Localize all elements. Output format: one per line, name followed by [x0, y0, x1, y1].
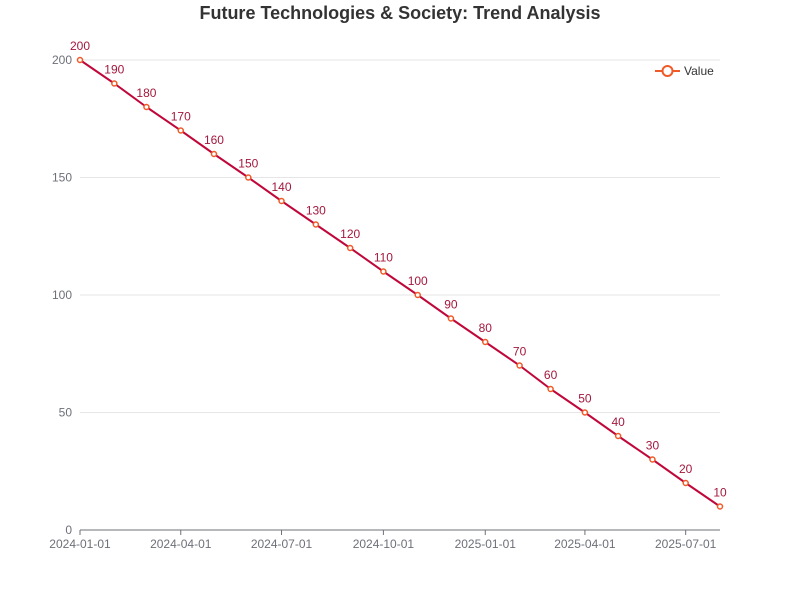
data-label: 190 [104, 63, 124, 77]
data-point [312, 221, 320, 228]
series-layer [76, 56, 724, 510]
legend-marker-icon [661, 65, 674, 77]
series-line [79, 59, 721, 508]
data-point [547, 385, 554, 393]
axes: 0 50 100 150 200 2024-01-01 2024-04-01 2024-07-… [49, 53, 720, 551]
y-tick-label: 50 [59, 406, 73, 420]
y-tick-label: 200 [52, 53, 72, 67]
x-tick-label: 2024-07-01 [251, 537, 313, 551]
data-point [614, 432, 622, 440]
data-label: 110 [374, 251, 393, 265]
x-tick-label: 2024-01-01 [49, 537, 111, 551]
data-label: 180 [136, 86, 156, 100]
data-point [380, 268, 387, 275]
data-point [716, 503, 724, 510]
data-label: 170 [171, 110, 191, 124]
data-point [346, 244, 354, 252]
data-labels: 200 190 180 170 160 150 140 130 120 110 100 90 80 70 6… [70, 39, 727, 500]
data-label: 150 [238, 157, 258, 171]
data-label: 200 [70, 39, 90, 53]
data-point [278, 197, 285, 205]
data-point [649, 456, 656, 463]
y-tick-label: 0 [65, 523, 72, 537]
data-label: 120 [340, 227, 360, 241]
data-point [414, 291, 421, 299]
data-label: 160 [204, 133, 224, 147]
data-label: 140 [272, 180, 292, 194]
x-tick-label: 2025-04-01 [554, 537, 616, 551]
data-label: 50 [578, 392, 592, 406]
grid-lines [80, 59, 720, 413]
y-tick-label: 100 [52, 288, 72, 302]
data-point [581, 409, 589, 416]
data-point [210, 150, 218, 158]
data-label: 70 [513, 345, 527, 359]
data-point [111, 80, 118, 87]
data-label: 30 [646, 439, 660, 453]
data-label: 90 [444, 298, 458, 312]
data-label: 60 [544, 368, 558, 382]
data-label: 20 [679, 462, 693, 476]
legend-label: Value [684, 64, 714, 78]
x-tick-label: 2025-07-01 [655, 537, 717, 551]
data-point [447, 315, 455, 322]
data-label: 40 [611, 415, 625, 429]
data-point [245, 174, 252, 181]
data-label: 100 [408, 274, 428, 288]
x-tick-label: 2025-01-01 [455, 537, 517, 551]
data-point [143, 103, 150, 111]
data-label: 10 [713, 486, 727, 500]
y-tick-label: 150 [52, 171, 72, 185]
data-point [482, 338, 489, 346]
data-point [516, 362, 523, 369]
chart-title: Future Technologies & Society: Trend Ana… [199, 3, 601, 23]
data-point [76, 56, 84, 64]
data-point [177, 127, 185, 134]
x-tick-label: 2024-04-01 [150, 537, 212, 551]
legend[interactable]: Value [655, 64, 714, 78]
data-label: 130 [306, 204, 326, 218]
data-point [682, 479, 689, 487]
data-label: 80 [479, 321, 493, 335]
x-tick-label: 2024-10-01 [353, 537, 415, 551]
